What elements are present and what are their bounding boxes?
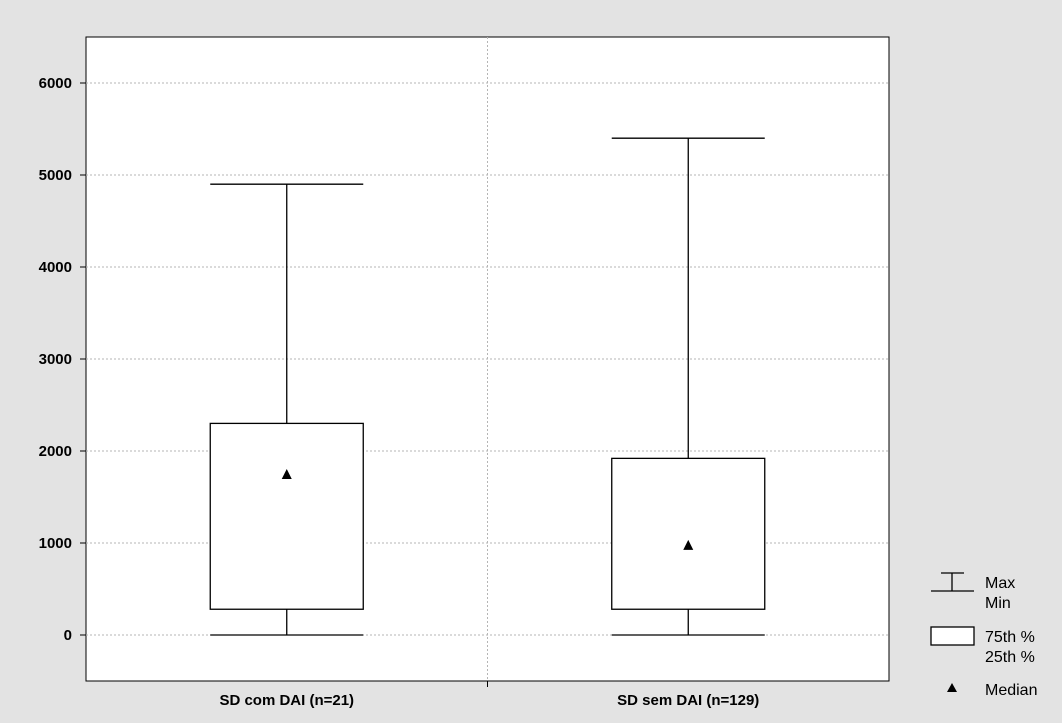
legend-box-symbol bbox=[930, 626, 975, 646]
y-tick-label: 1000 bbox=[39, 535, 72, 552]
x-category-label: SD sem DAI (n=129) bbox=[617, 692, 759, 709]
legend-min-label: Min bbox=[985, 595, 1011, 612]
x-axis: SD com DAI (n=21) SD sem DAI (n=129) bbox=[219, 681, 759, 709]
median-marker bbox=[281, 469, 292, 479]
y-tick-label: 3000 bbox=[39, 351, 72, 368]
legend-median-label: Median bbox=[985, 682, 1037, 699]
legend-median-symbol bbox=[947, 683, 957, 692]
y-tick-label: 5000 bbox=[39, 167, 72, 184]
boxes bbox=[209, 137, 766, 636]
y-axis: 0 1000 2000 3000 4000 5000 6000 bbox=[39, 75, 86, 644]
iqr-box bbox=[611, 457, 766, 610]
legend-25th-label: 25th % bbox=[985, 649, 1035, 666]
y-tick-label: 2000 bbox=[39, 443, 72, 460]
x-category-label: SD com DAI (n=21) bbox=[219, 692, 354, 709]
median-marker bbox=[683, 539, 694, 550]
legend-whisker-symbol bbox=[931, 572, 974, 592]
legend-max-label: Max bbox=[985, 575, 1015, 592]
y-tick-label: 4000 bbox=[39, 259, 72, 276]
y-tick-label: 0 bbox=[64, 627, 72, 644]
iqr-box bbox=[209, 422, 364, 610]
legend: Max Min 75th % 25th % Median bbox=[930, 572, 1037, 699]
y-tick-label: 6000 bbox=[39, 75, 72, 92]
legend-75th-label: 75th % bbox=[985, 629, 1035, 646]
